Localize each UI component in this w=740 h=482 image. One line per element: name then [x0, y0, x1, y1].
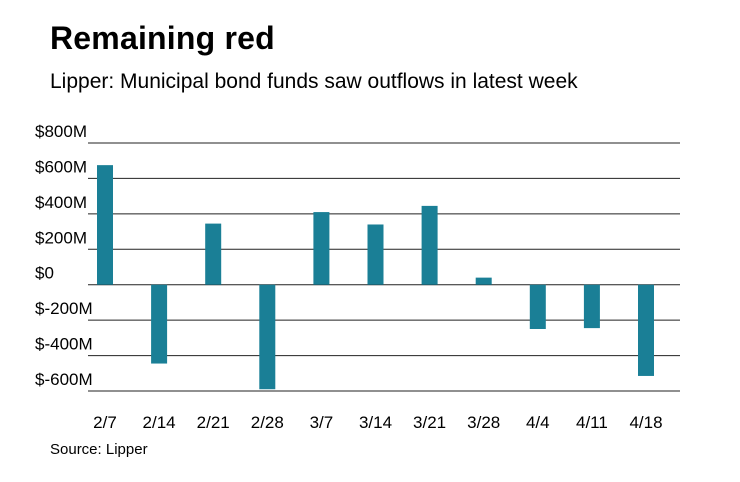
bar-3-7: [313, 212, 330, 285]
y-axis-labels: $800M $600M $400M $200M $0 $-200M $-400M $-600M: [35, 122, 93, 389]
x-tick-label: 2/14: [143, 413, 176, 432]
x-tick-label: 2/28: [251, 413, 284, 432]
x-tick-label: 3/7: [310, 413, 334, 432]
y-tick-label: $-200M: [35, 299, 93, 318]
x-axis-labels: 2/7 2/14 2/21 2/28 3/7 3/14 3/21 3/28 4/4 4/11 4/1…: [93, 413, 662, 432]
x-tick-label: 4/11: [576, 413, 608, 432]
y-tick-label: $200M: [35, 228, 87, 247]
bar-2-21: [205, 223, 222, 285]
x-tick-label: 2/7: [93, 413, 117, 432]
source-note: Source: Lipper: [50, 441, 148, 458]
bar-3-28: [475, 277, 492, 285]
y-tick-label: $-600M: [35, 370, 93, 389]
x-tick-label: 3/14: [359, 413, 392, 432]
y-tick-label: $400M: [35, 193, 87, 212]
chart-subtitle: Lipper: Municipal bond funds saw outflow…: [50, 70, 578, 93]
bar-3-14: [367, 224, 384, 285]
gridlines: [88, 142, 680, 392]
x-tick-label: 4/18: [629, 413, 662, 432]
y-tick-label: $600M: [35, 157, 87, 176]
x-tick-label: 2/21: [197, 413, 230, 432]
bar-4-4: [529, 284, 546, 329]
chart-title: Remaining red: [50, 20, 275, 56]
x-tick-label: 4/4: [526, 413, 550, 432]
bar-2-7: [97, 165, 113, 285]
x-tick-label: 3/28: [467, 413, 500, 432]
bar-3-21: [421, 205, 438, 285]
y-tick-label: $800M: [35, 122, 87, 141]
bar-4-18: [638, 284, 654, 376]
y-tick-label: $0: [35, 264, 54, 283]
bar-2-14: [151, 284, 168, 364]
bar-2-28: [259, 284, 276, 390]
bars: [97, 165, 654, 390]
x-tick-label: 3/21: [413, 413, 446, 432]
bar-4-11: [583, 284, 600, 329]
y-tick-label: $-400M: [35, 335, 93, 354]
